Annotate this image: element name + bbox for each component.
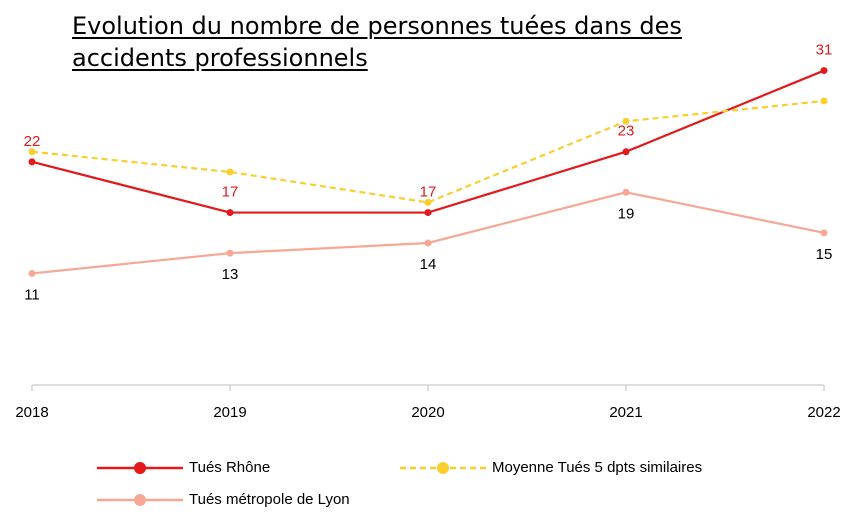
point [820,229,828,237]
legend-marker [134,462,146,474]
data-label: 31 [816,42,833,59]
point [226,249,234,257]
data-label: 11 [24,286,40,303]
chart-title: Evolution du nombre de personnes tuées d… [72,12,682,72]
legend-label: Tués métropole de Lyon [189,491,350,508]
x-tick-label: 2022 [807,404,840,421]
point [820,97,828,105]
legend-label: Moyenne Tués 5 dpts similaires [492,459,702,476]
point [424,198,432,206]
point [28,148,36,156]
point [28,158,36,166]
data-label: 23 [618,123,635,140]
point [226,209,234,217]
point [424,239,432,247]
x-tick-label: 2021 [609,404,642,421]
data-label: 14 [420,256,437,273]
point [622,148,630,156]
point [622,188,630,196]
point [226,168,234,176]
data-label: 22 [24,133,41,150]
x-tick-label: 2019 [213,404,246,421]
data-label: 19 [618,205,635,222]
data-label: 17 [222,184,239,201]
legend-marker [437,462,449,474]
data-label: 13 [222,266,239,283]
legend-marker [134,494,146,506]
data-label: 15 [816,246,833,263]
point [424,209,432,217]
x-tick-label: 2018 [15,404,48,421]
point [622,117,630,125]
point [28,269,36,277]
series-line [31,99,825,204]
legend-label: Tués Rhône [189,459,270,476]
point [820,67,828,75]
x-tick-label: 2020 [411,404,444,421]
data-label: 17 [420,184,437,201]
